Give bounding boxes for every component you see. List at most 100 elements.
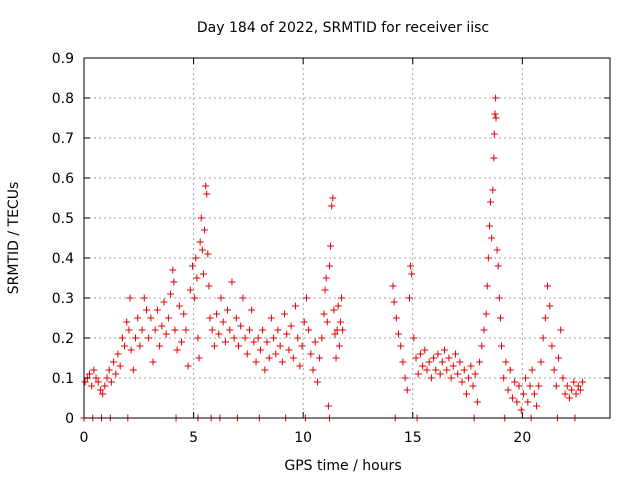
data-point: [287, 322, 295, 330]
x-tick-label: 20: [513, 430, 531, 446]
data-point: [552, 382, 560, 390]
y-tick-label: 0.7: [52, 131, 74, 147]
y-axis-ticks: 0 0.1 0.2 0.3 0.4 0.5 0.6 0.7 0.8 0.9: [52, 51, 610, 427]
data-point: [541, 314, 549, 322]
data-point: [423, 366, 431, 374]
data-point: [568, 386, 576, 394]
data-point: [305, 326, 313, 334]
data-point: [576, 386, 584, 394]
data-point: [110, 358, 118, 366]
data-point: [517, 406, 525, 414]
data-point: [162, 330, 170, 338]
data-point: [316, 354, 324, 362]
data-point: [513, 398, 521, 406]
x-tick-label: 15: [404, 430, 422, 446]
data-point: [390, 298, 398, 306]
data-point: [421, 346, 429, 354]
data-point: [125, 326, 133, 334]
data-point: [495, 294, 503, 302]
data-point: [524, 398, 532, 406]
data-point: [256, 346, 264, 354]
data-point: [241, 334, 249, 342]
data-point: [508, 394, 516, 402]
data-point: [403, 386, 411, 394]
data-point: [313, 378, 321, 386]
data-point: [462, 390, 470, 398]
data-point: [300, 318, 308, 326]
data-point: [443, 366, 451, 374]
data-point: [401, 374, 409, 382]
data-point: [170, 278, 178, 286]
y-axis-label: SRMTID / TECUs: [6, 182, 22, 295]
data-point: [296, 362, 304, 370]
data-point: [90, 366, 98, 374]
data-point: [535, 382, 543, 390]
data-point: [153, 306, 161, 314]
data-point: [570, 378, 578, 386]
data-point: [392, 314, 400, 322]
data-point: [126, 294, 134, 302]
data-point: [123, 318, 131, 326]
data-point: [134, 314, 142, 322]
data-point: [574, 382, 582, 390]
data-point: [309, 366, 317, 374]
data-point: [328, 202, 336, 210]
data-point: [129, 366, 137, 374]
data-point: [298, 342, 306, 350]
data-point: [454, 370, 462, 378]
data-point: [484, 254, 492, 262]
data-point: [167, 290, 175, 298]
data-point: [221, 338, 229, 346]
data-point: [331, 330, 339, 338]
data-point: [107, 378, 115, 386]
data-point: [81, 378, 89, 386]
data-point: [430, 354, 438, 362]
data-point: [99, 390, 107, 398]
data-point: [550, 366, 558, 374]
data-point: [196, 238, 204, 246]
data-point: [206, 314, 214, 322]
data-point: [283, 330, 291, 338]
data-point: [490, 154, 498, 162]
data-point: [169, 266, 177, 274]
data-point: [94, 378, 102, 386]
data-point: [322, 274, 330, 282]
data-point: [559, 374, 567, 382]
data-point: [491, 110, 499, 118]
data-point: [530, 390, 538, 398]
data-point: [118, 334, 126, 342]
grid: [84, 58, 610, 418]
data-point: [557, 326, 565, 334]
data-point: [487, 198, 495, 206]
data-point: [267, 314, 275, 322]
data-point: [318, 334, 326, 342]
data-point: [208, 326, 216, 334]
x-axis-ticks: 0 5 10 15 20: [80, 58, 531, 446]
data-point: [302, 294, 310, 302]
data-point: [528, 366, 536, 374]
data-point: [565, 394, 573, 402]
data-point: [151, 326, 159, 334]
data-point: [338, 294, 346, 302]
data-point: [272, 350, 280, 358]
data-point: [281, 310, 289, 318]
data-point: [230, 334, 238, 342]
data-point: [254, 334, 262, 342]
data-point: [471, 370, 479, 378]
data-point: [147, 314, 155, 322]
data-point: [389, 282, 397, 290]
data-point: [436, 370, 444, 378]
data-point: [327, 242, 335, 250]
data-point: [285, 346, 293, 354]
data-point: [489, 186, 497, 194]
data-point: [397, 342, 405, 350]
data-point: [116, 362, 124, 370]
data-point: [407, 262, 415, 270]
data-point: [554, 354, 562, 362]
data-point: [142, 306, 150, 314]
data-point: [320, 310, 328, 318]
data-point: [195, 354, 203, 362]
data-point: [121, 342, 129, 350]
data-point: [488, 234, 496, 242]
